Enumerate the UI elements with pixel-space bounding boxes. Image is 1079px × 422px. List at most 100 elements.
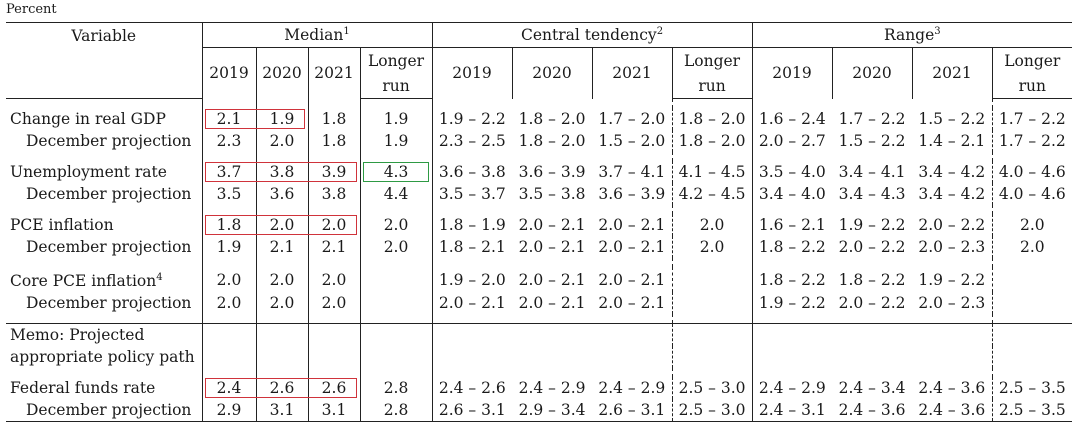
value-cell: 2.0 <box>201 292 256 315</box>
spacer <box>431 98 513 108</box>
variable-header: Variable <box>6 22 202 99</box>
empty-cell <box>991 323 1073 347</box>
value-cell: 2.6 <box>307 377 360 400</box>
spacer <box>6 205 202 214</box>
spacer <box>671 152 753 161</box>
row-label: Change in real GDP <box>10 110 166 128</box>
value-cell: 2.0 <box>255 292 308 315</box>
spacer <box>201 205 256 214</box>
spacer <box>671 205 753 214</box>
value-cell: 3.8 <box>255 161 308 183</box>
value-cell: 1.8 <box>201 214 256 236</box>
spacer <box>201 368 256 378</box>
value-cell: 3.4 – 4.3 <box>838 185 906 203</box>
empty-cell <box>255 346 308 369</box>
spacer <box>201 258 256 267</box>
spacer <box>512 205 592 214</box>
value-cell: 2.0 – 2.1 <box>431 292 513 315</box>
value-cell: 2.6 <box>255 377 308 400</box>
value-cell <box>359 292 433 315</box>
spacer <box>671 314 753 325</box>
value-cell: 2.4 – 3.1 <box>751 399 833 422</box>
median-year-2019: 2019 <box>201 47 256 99</box>
spacer <box>6 314 202 325</box>
median-header: Median1 <box>201 22 433 48</box>
spacer <box>751 368 833 378</box>
value-cell: 1.8 – 2.0 <box>671 130 753 152</box>
value-cell: 2.4 – 3.4 <box>838 379 906 398</box>
value-cell: 2.5 – 3.0 <box>671 377 753 400</box>
empty-cell <box>255 323 308 347</box>
spacer <box>832 152 912 161</box>
spacer <box>832 314 913 325</box>
value-cell: 2.4 – 2.9 <box>518 379 586 398</box>
value-cell: 1.8 – 2.2 <box>751 267 833 293</box>
value-cell: 1.9 <box>359 108 433 130</box>
empty-cell <box>512 346 592 368</box>
empty-cell <box>832 324 912 347</box>
value-cell: 2.3 <box>201 130 256 152</box>
value-cell: 4.3 <box>359 161 433 183</box>
spacer <box>307 368 360 378</box>
empty-cell <box>991 346 1073 369</box>
value-cell: 2.0 <box>255 267 308 293</box>
value-cell: 2.0 <box>307 292 360 315</box>
value-cell: 1.9 – 2.0 <box>431 267 513 293</box>
value-cell: 4.0 – 4.6 <box>991 161 1073 183</box>
value-cell: 3.6 – 3.9 <box>598 185 666 203</box>
spacer <box>991 368 1073 378</box>
value-cell: 3.7 – 4.1 <box>598 163 666 181</box>
value-cell: 2.0 <box>359 214 433 236</box>
value-cell: 2.0 – 2.3 <box>918 294 986 313</box>
empty-cell <box>359 346 433 369</box>
value-cell: 2.5 – 3.5 <box>991 377 1073 400</box>
spacer <box>359 205 433 214</box>
empty-cell <box>307 346 360 369</box>
central-tendency-header: Central tendency2 <box>431 22 753 48</box>
value-cell <box>359 267 433 293</box>
value-cell: 2.0 <box>255 130 308 152</box>
value-cell: 3.4 – 4.2 <box>918 185 986 203</box>
spacer <box>751 205 833 214</box>
value-cell: 2.0 <box>307 214 360 236</box>
value-cell: 1.8 <box>307 130 360 152</box>
median-year-2021: 2021 <box>307 47 360 99</box>
spacer <box>6 258 202 267</box>
value-cell: 2.4 – 2.9 <box>598 379 666 398</box>
spacer <box>307 258 360 267</box>
value-cell: 1.5 – 2.2 <box>838 132 906 150</box>
value-cell: 2.8 <box>359 399 433 422</box>
ct-longer-run-2: run <box>671 74 753 99</box>
spacer <box>991 258 1073 267</box>
value-cell: 2.4 – 2.9 <box>751 377 833 400</box>
empty-cell <box>832 346 912 368</box>
empty-cell <box>751 323 833 347</box>
spacer <box>751 152 833 161</box>
value-cell: 1.4 – 2.1 <box>918 132 986 150</box>
range-longer-run: Longer <box>991 47 1073 74</box>
row-label: PCE inflation <box>10 216 114 234</box>
row-label: December projection <box>26 132 192 150</box>
value-cell: 3.4 – 4.2 <box>918 163 986 181</box>
spacer <box>307 98 360 108</box>
spacer <box>359 368 433 378</box>
value-cell <box>671 292 753 315</box>
value-cell: 1.8 <box>307 108 360 130</box>
spacer <box>592 314 673 325</box>
spacer <box>832 368 912 377</box>
value-cell <box>991 292 1073 315</box>
value-cell: 2.0 – 2.1 <box>598 294 666 313</box>
projections-table: Variable Median1 Central tendency2 Range… <box>6 22 1073 422</box>
value-cell: 1.8 – 2.0 <box>518 132 586 150</box>
spacer <box>431 152 513 161</box>
spacer <box>6 99 202 109</box>
value-cell: 2.0 <box>359 236 433 258</box>
spacer <box>912 314 993 325</box>
value-cell: 1.8 – 1.9 <box>431 214 513 236</box>
spacer <box>592 258 672 267</box>
spacer <box>912 368 992 377</box>
value-cell: 2.0 – 2.3 <box>918 238 986 256</box>
memo-label: Memo: Projected <box>10 326 145 345</box>
spacer <box>307 152 360 161</box>
spacer <box>751 98 833 108</box>
